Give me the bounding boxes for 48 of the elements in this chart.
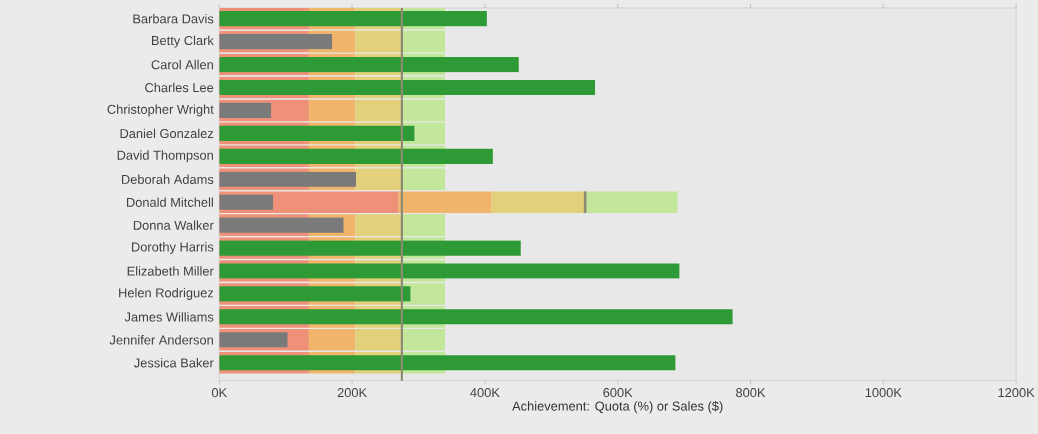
bar [401,30,446,53]
bar [401,99,446,122]
y-tick-label: Christopher Wright [107,104,214,117]
y-tick-label: Betty Clark [152,35,214,48]
bar [219,34,333,50]
bar [219,102,272,118]
y-tick-label: Donald Mitchell [126,197,213,207]
bar [219,148,493,164]
x-tick-label: 1200K [998,388,1035,398]
y-tick-label: Jessica Baker [134,358,214,368]
x-tick-label: 0K [211,388,227,398]
bar [219,194,274,210]
x-tick-label: 1000K [865,388,902,398]
y-tick-label: Dorothy Harris [132,242,214,255]
bar [219,217,344,233]
bar [219,286,411,302]
bar [219,79,596,96]
y-tick-label: Deborah Adams [121,174,214,184]
bar [355,99,402,122]
x-tick-label: 400K [470,388,500,398]
bar [219,125,415,141]
bar [219,309,733,325]
x-tick-label: 800K [736,388,766,398]
y-tick-label: Helen Rodriguez [119,287,214,300]
bar [398,191,492,213]
bar [219,240,521,256]
y-tick-label: Jennifer Anderson [109,335,213,345]
bar [219,355,676,371]
y-tick-label: Elizabeth Miller [127,266,214,276]
y-tick-label: James Williams [124,312,214,322]
bar [308,99,356,122]
y-tick-label: Daniel Gonzalez [120,128,214,139]
y-tick-label: Charles Lee [145,82,214,93]
bar [355,30,402,53]
x-tick-label: 600K [603,388,633,398]
bar [219,11,487,27]
bar [219,332,288,348]
bar [584,191,678,213]
y-tick-label: David Thompson [117,150,213,163]
bar [491,191,585,213]
y-tick-label: Carol Allen [151,59,213,70]
y-tick-label: Barbara Davis [133,13,214,24]
x-tick-label: 200K [337,388,367,398]
y-tick-label: Donna Walker [133,220,214,230]
bar [219,56,519,73]
bar [219,263,680,279]
x-axis-title: Achievement: Quota (%) or Sales ($) [512,401,723,414]
bar [219,171,357,187]
